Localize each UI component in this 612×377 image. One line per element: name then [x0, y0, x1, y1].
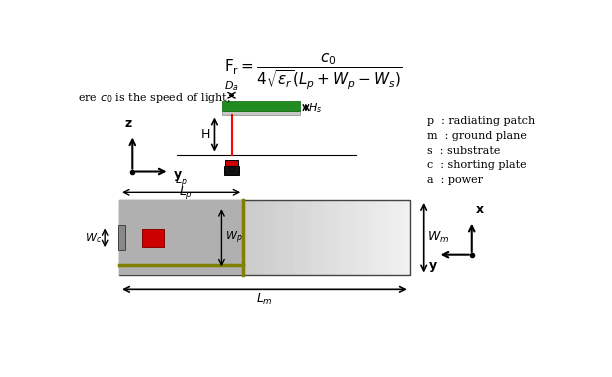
Bar	[201, 200, 207, 276]
Text: H: H	[201, 128, 211, 141]
Bar	[154, 200, 160, 276]
Text: p  : radiating patch: p : radiating patch	[427, 116, 535, 126]
Bar	[218, 200, 225, 276]
Bar	[340, 200, 346, 276]
Bar	[143, 228, 164, 247]
Text: y: y	[429, 259, 437, 272]
Bar	[206, 200, 213, 276]
Bar	[294, 200, 300, 276]
Bar	[230, 200, 236, 276]
Bar	[125, 200, 132, 276]
Bar	[392, 200, 399, 276]
Bar	[357, 200, 364, 276]
Bar	[189, 200, 195, 276]
Bar	[346, 200, 353, 276]
Bar	[166, 200, 172, 276]
Text: y: y	[174, 168, 182, 181]
Bar	[136, 200, 143, 276]
Bar	[381, 200, 387, 276]
Text: ere $c_0$ is the speed of light,: ere $c_0$ is the speed of light,	[78, 91, 231, 105]
Bar	[119, 200, 243, 276]
Text: $W_c$: $W_c$	[85, 231, 102, 245]
Text: $L_m$: $L_m$	[256, 292, 273, 307]
Bar	[119, 200, 410, 276]
Bar	[119, 200, 125, 276]
Bar	[282, 200, 288, 276]
Bar	[183, 200, 190, 276]
Bar	[404, 200, 411, 276]
Text: $D_a$: $D_a$	[224, 79, 239, 93]
Bar	[352, 200, 358, 276]
Text: $W_m$: $W_m$	[427, 230, 449, 245]
Bar	[334, 200, 341, 276]
Bar	[148, 200, 155, 276]
Bar	[236, 200, 242, 276]
Bar	[259, 200, 265, 276]
Bar	[271, 200, 277, 276]
Text: m  : ground plane: m : ground plane	[427, 131, 527, 141]
Text: $W_p$: $W_p$	[225, 230, 242, 246]
Bar	[288, 200, 294, 276]
Bar	[225, 160, 237, 167]
Text: $H_s$: $H_s$	[308, 101, 323, 115]
Bar	[364, 200, 370, 276]
Bar	[222, 111, 300, 115]
Bar	[118, 225, 125, 250]
Text: $L_p$: $L_p$	[179, 184, 193, 201]
Bar	[143, 200, 149, 276]
Text: z: z	[125, 117, 132, 130]
Bar	[323, 200, 329, 276]
Text: c  : shorting plate: c : shorting plate	[427, 160, 526, 170]
Bar	[222, 101, 300, 111]
Bar	[299, 200, 306, 276]
Bar	[224, 200, 230, 276]
Bar	[241, 200, 248, 276]
Text: $\mathrm{F_r} = \dfrac{c_0}{4\sqrt{\varepsilon_r}\left(L_p + W_p - W_s\right)}$: $\mathrm{F_r} = \dfrac{c_0}{4\sqrt{\vare…	[225, 52, 403, 92]
Bar	[311, 200, 318, 276]
Bar	[387, 200, 393, 276]
Bar	[177, 200, 184, 276]
Bar	[195, 200, 201, 276]
Bar	[369, 200, 376, 276]
Bar	[375, 200, 381, 276]
Bar	[247, 200, 253, 276]
Text: a  : power: a : power	[427, 175, 483, 185]
Bar	[264, 200, 271, 276]
Bar	[224, 166, 239, 175]
Bar	[131, 200, 137, 276]
Bar	[171, 200, 178, 276]
Bar	[398, 200, 405, 276]
Bar	[160, 200, 166, 276]
Bar	[329, 200, 335, 276]
Bar	[253, 200, 259, 276]
Text: s  : substrate: s : substrate	[427, 146, 500, 156]
Text: $L_p$: $L_p$	[175, 173, 187, 190]
Bar	[317, 200, 323, 276]
Text: x: x	[476, 203, 483, 216]
Bar	[276, 200, 283, 276]
Bar	[305, 200, 312, 276]
Bar	[212, 200, 218, 276]
